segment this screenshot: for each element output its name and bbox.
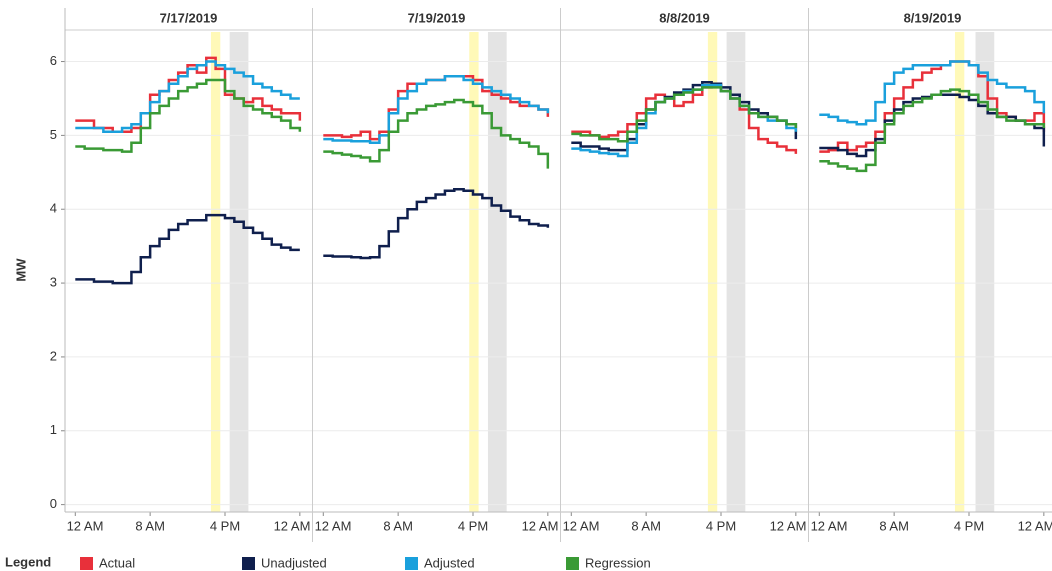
- x-tick-label: 4 PM: [706, 518, 736, 533]
- x-tick-label: 12 AM: [315, 518, 352, 533]
- series-line: [323, 75, 550, 141]
- x-tick-label: 8 AM: [879, 518, 909, 533]
- series-line: [819, 60, 1046, 126]
- x-tick-label: 12 AM: [1018, 518, 1052, 533]
- panel-title: 8/19/2019: [904, 10, 962, 25]
- x-tick-label: 8 AM: [383, 518, 413, 533]
- legend-title: Legend: [5, 554, 51, 569]
- y-axis-label: MW: [13, 258, 28, 282]
- y-tick-label: 4: [50, 201, 57, 216]
- series-line: [819, 60, 1046, 153]
- series-line: [75, 213, 300, 285]
- x-tick-label: 4 PM: [458, 518, 488, 533]
- panel-title: 8/8/2019: [659, 10, 710, 25]
- legend-swatch: [242, 557, 255, 570]
- y-tick-label: 0: [50, 496, 57, 511]
- series-line: [323, 188, 550, 260]
- x-tick-label: 8 AM: [135, 518, 165, 533]
- legend-swatch: [80, 557, 93, 570]
- series-line: [75, 78, 302, 153]
- x-tick-label: 8 AM: [631, 518, 661, 533]
- panel-header: [65, 8, 312, 30]
- x-tick-label: 12 AM: [811, 518, 848, 533]
- legend-label: Adjusted: [424, 555, 475, 570]
- series-line: [571, 82, 798, 154]
- highlight-band: [726, 32, 746, 512]
- y-tick-label: 5: [50, 127, 57, 142]
- y-tick-label: 6: [50, 53, 57, 68]
- highlight-band: [469, 32, 479, 512]
- highlight-band: [210, 32, 221, 512]
- y-tick-label: 3: [50, 275, 57, 290]
- panel-header: [809, 8, 1052, 30]
- highlight-band: [229, 32, 249, 512]
- x-tick-label: 12 AM: [67, 518, 104, 533]
- panel-header: [561, 8, 808, 30]
- legend-swatch: [566, 557, 579, 570]
- x-tick-label: 12 AM: [770, 518, 807, 533]
- x-tick-label: 12 AM: [522, 518, 559, 533]
- legend-swatch: [405, 557, 418, 570]
- series-line: [75, 60, 300, 133]
- panel-title: 7/19/2019: [408, 10, 466, 25]
- highlight-band: [954, 32, 965, 512]
- legend-label: Unadjusted: [261, 555, 327, 570]
- x-tick-label: 4 PM: [210, 518, 240, 533]
- x-tick-label: 12 AM: [563, 518, 600, 533]
- x-tick-label: 12 AM: [274, 518, 311, 533]
- highlight-band: [707, 32, 718, 512]
- series-line: [323, 75, 550, 145]
- panel-header: [313, 8, 560, 30]
- series-line: [571, 86, 798, 143]
- panel-title: 7/17/2019: [160, 10, 218, 25]
- series-line: [323, 98, 550, 169]
- legend-label: Actual: [99, 555, 135, 570]
- series-line: [819, 93, 1046, 158]
- legend-label: Regression: [585, 555, 651, 570]
- y-tick-label: 1: [50, 422, 57, 437]
- series-line: [819, 88, 1046, 173]
- y-tick-label: 2: [50, 348, 57, 363]
- x-tick-label: 4 PM: [954, 518, 984, 533]
- highlight-band: [975, 32, 995, 512]
- highlight-band: [487, 32, 507, 512]
